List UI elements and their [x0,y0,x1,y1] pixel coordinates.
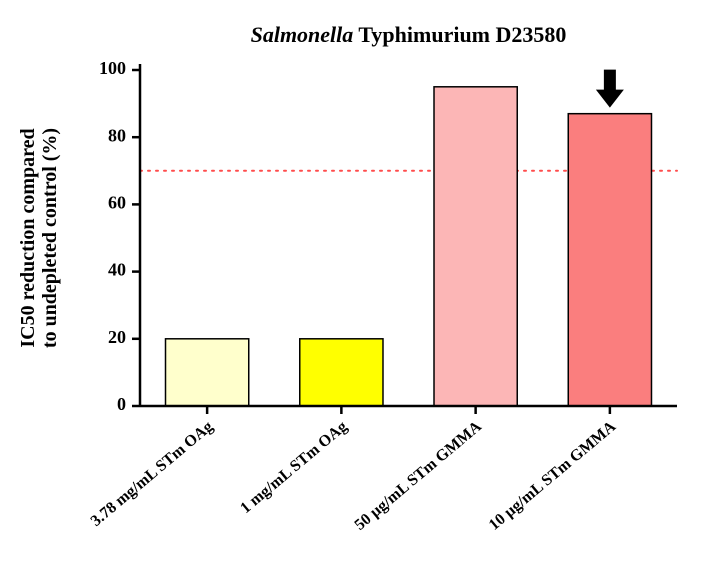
y-tick-label: 40 [108,260,126,280]
y-axis-label-text: IC50 reduction comparedto undepleted con… [17,128,61,348]
bar [300,339,383,406]
bar-chart: 0204060801003.78 mg/mL STm OAg1 mg/mL ST… [0,0,717,576]
y-tick-label: 80 [108,125,126,145]
bar [434,87,517,406]
bar [166,339,249,406]
chart-container: 0204060801003.78 mg/mL STm OAg1 mg/mL ST… [0,0,717,576]
y-tick-label: 60 [108,193,126,213]
bar [568,114,651,406]
y-axis-label: IC50 reduction comparedto undepleted con… [17,128,61,348]
chart-title: Salmonella Typhimurium D23580 [251,22,567,47]
y-tick-label: 0 [117,394,126,414]
y-tick-label: 20 [108,327,126,347]
y-tick-label: 100 [99,58,126,78]
